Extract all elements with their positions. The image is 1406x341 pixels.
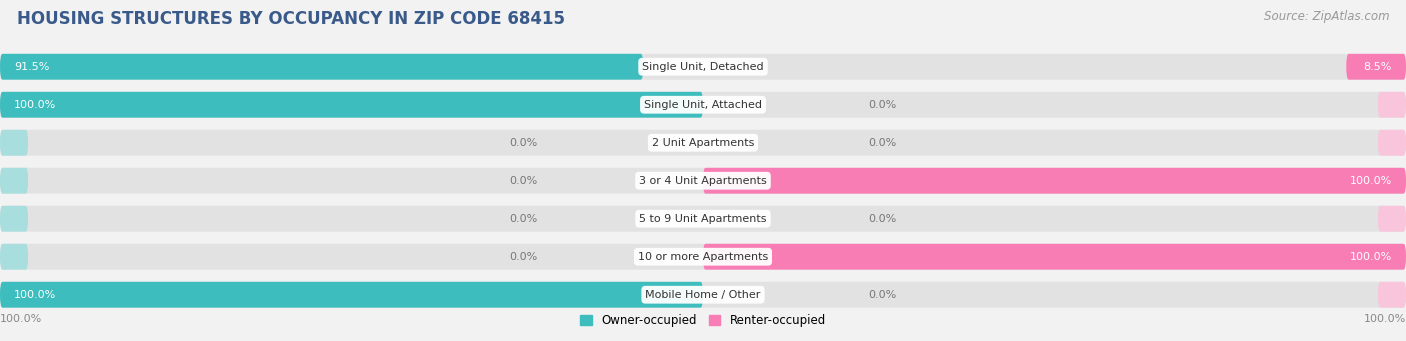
- Legend: Owner-occupied, Renter-occupied: Owner-occupied, Renter-occupied: [575, 309, 831, 332]
- FancyBboxPatch shape: [0, 54, 644, 80]
- Text: 8.5%: 8.5%: [1364, 62, 1392, 72]
- Text: Single Unit, Attached: Single Unit, Attached: [644, 100, 762, 110]
- Text: 100.0%: 100.0%: [14, 290, 56, 300]
- Text: 0.0%: 0.0%: [509, 176, 537, 186]
- FancyBboxPatch shape: [0, 168, 28, 194]
- FancyBboxPatch shape: [1378, 130, 1406, 155]
- FancyBboxPatch shape: [703, 244, 1406, 270]
- Text: 0.0%: 0.0%: [509, 252, 537, 262]
- Text: 91.5%: 91.5%: [14, 62, 49, 72]
- Text: 100.0%: 100.0%: [1350, 252, 1392, 262]
- Text: 100.0%: 100.0%: [1364, 314, 1406, 324]
- FancyBboxPatch shape: [0, 282, 1406, 308]
- Text: Source: ZipAtlas.com: Source: ZipAtlas.com: [1264, 10, 1389, 23]
- FancyBboxPatch shape: [0, 54, 1406, 80]
- FancyBboxPatch shape: [0, 130, 28, 155]
- Text: 0.0%: 0.0%: [869, 138, 897, 148]
- Text: 5 to 9 Unit Apartments: 5 to 9 Unit Apartments: [640, 214, 766, 224]
- FancyBboxPatch shape: [703, 168, 1406, 194]
- Text: 100.0%: 100.0%: [14, 100, 56, 110]
- Text: 100.0%: 100.0%: [1350, 176, 1392, 186]
- Text: 10 or more Apartments: 10 or more Apartments: [638, 252, 768, 262]
- Text: 3 or 4 Unit Apartments: 3 or 4 Unit Apartments: [640, 176, 766, 186]
- Text: 0.0%: 0.0%: [869, 214, 897, 224]
- FancyBboxPatch shape: [0, 244, 28, 270]
- FancyBboxPatch shape: [0, 244, 1406, 270]
- Text: 0.0%: 0.0%: [869, 100, 897, 110]
- Text: Single Unit, Detached: Single Unit, Detached: [643, 62, 763, 72]
- FancyBboxPatch shape: [1378, 282, 1406, 308]
- Text: HOUSING STRUCTURES BY OCCUPANCY IN ZIP CODE 68415: HOUSING STRUCTURES BY OCCUPANCY IN ZIP C…: [17, 10, 565, 28]
- FancyBboxPatch shape: [0, 92, 1406, 118]
- FancyBboxPatch shape: [0, 130, 1406, 155]
- Text: 100.0%: 100.0%: [0, 314, 42, 324]
- FancyBboxPatch shape: [1347, 54, 1406, 80]
- FancyBboxPatch shape: [1378, 206, 1406, 232]
- FancyBboxPatch shape: [0, 206, 28, 232]
- Text: 0.0%: 0.0%: [509, 138, 537, 148]
- Text: 0.0%: 0.0%: [509, 214, 537, 224]
- Text: 2 Unit Apartments: 2 Unit Apartments: [652, 138, 754, 148]
- FancyBboxPatch shape: [0, 206, 1406, 232]
- FancyBboxPatch shape: [0, 282, 703, 308]
- FancyBboxPatch shape: [1378, 92, 1406, 118]
- FancyBboxPatch shape: [0, 168, 1406, 194]
- Text: 0.0%: 0.0%: [869, 290, 897, 300]
- Text: Mobile Home / Other: Mobile Home / Other: [645, 290, 761, 300]
- FancyBboxPatch shape: [0, 92, 703, 118]
